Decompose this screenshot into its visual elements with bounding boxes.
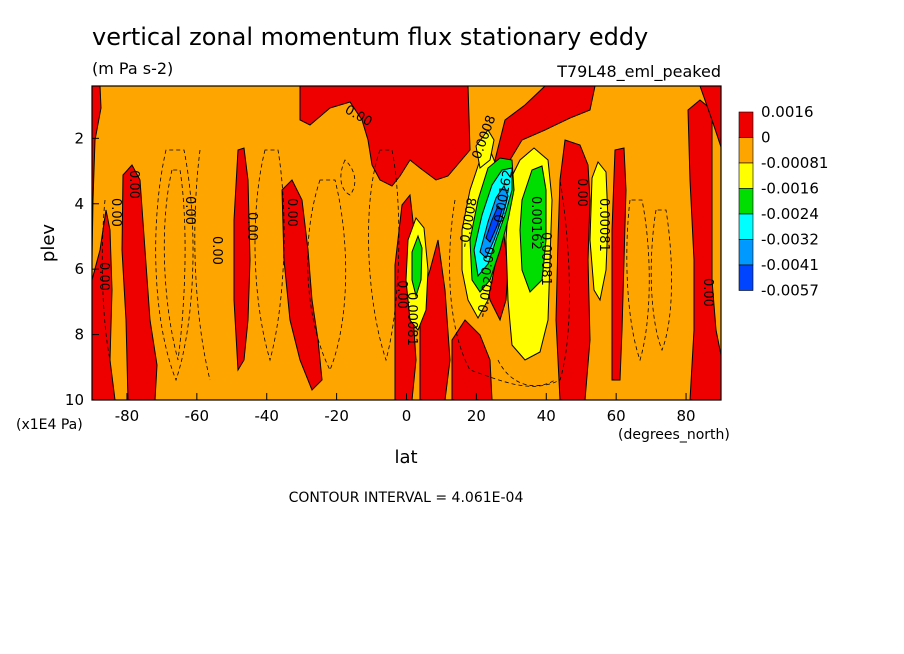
colorbar-label: -0.0016	[761, 180, 819, 198]
contour-label: 0.00	[96, 262, 111, 291]
contour-label: 0.00	[574, 178, 589, 207]
contour-interval: CONTOUR INTERVAL = 4.061E-04	[289, 490, 524, 506]
contour-label: 0.00	[108, 198, 123, 227]
colorbar-swatch	[739, 265, 753, 291]
chart-units: (m Pa s-2)	[92, 59, 173, 78]
colorbar-swatch	[739, 163, 753, 189]
x-tick-label: 0	[402, 407, 412, 425]
contour-field	[92, 86, 722, 400]
contour-label: 0.00081	[596, 198, 611, 252]
x-tick-label: -60	[185, 407, 210, 425]
x-tick-label: 60	[607, 407, 626, 425]
contour-label: 0.00	[700, 278, 715, 307]
colorbar-label: 0	[761, 129, 771, 147]
x-tick-label: -80	[115, 407, 140, 425]
x-tick-label: -20	[324, 407, 349, 425]
y-axis-units: (x1E4 Pa)	[16, 417, 83, 433]
colorbar-label: -0.00081	[761, 154, 828, 172]
x-tick-label: -40	[254, 407, 279, 425]
colorbar-swatch	[739, 240, 753, 266]
y-axis-label: plev	[38, 224, 59, 263]
contour-label: 0.00	[182, 196, 197, 225]
colorbar-swatch	[739, 189, 753, 215]
colorbar-label: 0.0016	[761, 103, 814, 121]
chart-title: vertical zonal momentum flux stationary …	[92, 23, 648, 51]
x-axis-label: lat	[394, 447, 417, 468]
y-tick-label: 8	[74, 326, 84, 344]
colorbar-swatch	[739, 214, 753, 240]
contour-label: 0.00	[244, 212, 259, 241]
x-tick-label: 20	[467, 407, 486, 425]
contour-label: 0.00	[126, 170, 141, 199]
x-axis-units: (degrees_north)	[618, 427, 730, 443]
colorbar-label: -0.0041	[761, 256, 819, 274]
contour-label: 0.00	[209, 236, 224, 265]
y-tick-label: 10	[65, 391, 84, 409]
contour-label: 0.00	[284, 198, 299, 227]
colorbar-label: -0.0032	[761, 231, 819, 249]
colorbar-swatch	[739, 138, 753, 164]
experiment-label: T79L48_eml_peaked	[556, 62, 721, 82]
x-tick-label: 40	[537, 407, 556, 425]
colorbar: 0.0016 0 -0.00081 -0.0016 -0.0024 -0.0032 -0.0…	[739, 103, 828, 300]
y-tick-label: 4	[74, 195, 84, 213]
y-tick-label: 6	[74, 260, 84, 278]
colorbar-swatch	[739, 112, 753, 138]
colorbar-label: -0.0024	[761, 205, 819, 223]
x-tick-label: 80	[677, 407, 696, 425]
y-tick-label: 2	[74, 129, 84, 147]
contour-label: 0.00081	[404, 292, 419, 346]
contour-label: 0.00081	[538, 232, 553, 286]
colorbar-label: -0.0057	[761, 282, 819, 300]
